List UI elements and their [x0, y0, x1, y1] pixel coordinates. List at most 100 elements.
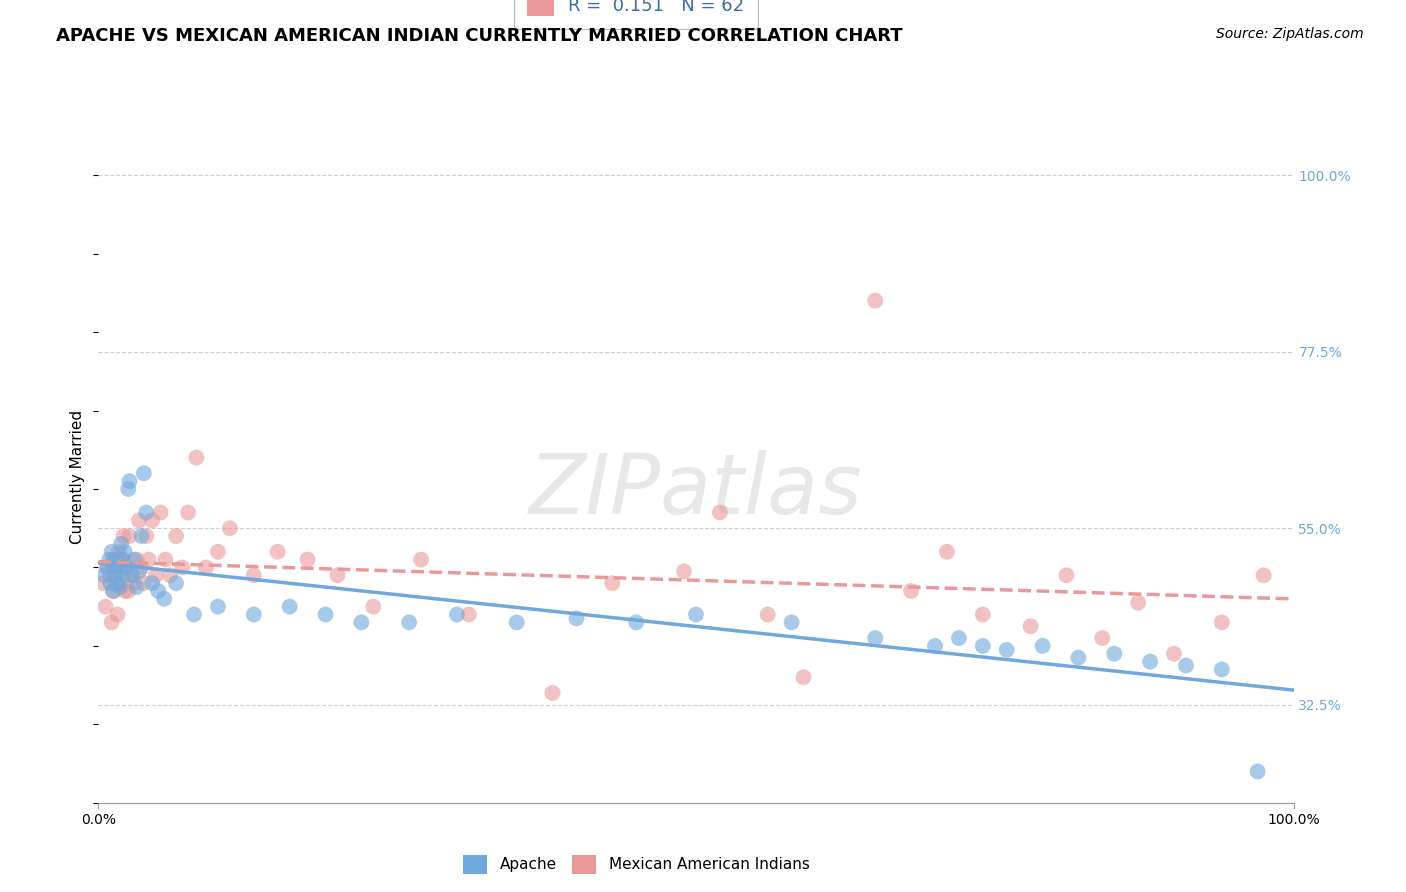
Point: [97, 560, 120, 574]
Point: [107, 576, 129, 591]
Point: [1104, 647, 1126, 661]
Point: [541, 686, 564, 700]
Point: [177, 506, 200, 520]
Point: [673, 565, 696, 579]
Y-axis label: Currently Married: Currently Married: [70, 410, 86, 544]
Point: [219, 521, 242, 535]
Point: [125, 580, 148, 594]
Point: [107, 545, 129, 559]
Point: [446, 607, 468, 622]
Point: [112, 568, 135, 582]
Point: [145, 568, 167, 582]
Point: [297, 552, 319, 566]
Point: [1139, 655, 1161, 669]
Point: [117, 584, 139, 599]
Point: [924, 639, 946, 653]
Point: [131, 560, 153, 574]
Point: [100, 545, 122, 559]
Text: APACHE VS MEXICAN AMERICAN INDIAN CURRENTLY MARRIED CORRELATION CHART: APACHE VS MEXICAN AMERICAN INDIAN CURREN…: [56, 27, 903, 45]
Point: [243, 607, 266, 622]
Point: [104, 568, 127, 582]
Point: [165, 576, 187, 591]
Point: [135, 529, 157, 543]
Point: [865, 293, 887, 308]
Point: [315, 607, 337, 622]
Point: [108, 576, 131, 591]
Point: [135, 506, 157, 520]
Point: [900, 584, 922, 599]
Point: [207, 545, 229, 559]
Point: [153, 591, 176, 606]
Point: [98, 552, 121, 566]
Point: [267, 545, 290, 559]
Point: [565, 611, 588, 625]
Point: [121, 568, 143, 582]
Point: [506, 615, 529, 630]
Point: [131, 529, 153, 543]
Point: [132, 576, 155, 591]
Point: [709, 506, 731, 520]
Point: [141, 513, 163, 527]
Point: [195, 560, 218, 574]
Point: [207, 599, 229, 614]
Point: [243, 568, 266, 582]
Point: [183, 607, 205, 622]
Point: [124, 576, 146, 591]
Point: [165, 529, 187, 543]
Point: [458, 607, 481, 622]
Point: [1019, 619, 1042, 633]
Text: ZIPatlas: ZIPatlas: [529, 450, 863, 531]
Point: [118, 474, 141, 488]
Point: [111, 552, 134, 566]
Point: [91, 576, 114, 591]
Point: [124, 552, 146, 566]
Point: [101, 584, 124, 599]
Point: [1211, 615, 1233, 630]
Point: [626, 615, 648, 630]
Point: [972, 607, 994, 622]
Point: [115, 560, 138, 574]
Point: [107, 607, 129, 622]
Point: [103, 560, 125, 574]
Point: [108, 580, 131, 594]
Point: [148, 584, 170, 599]
Point: [98, 568, 122, 582]
Point: [128, 513, 150, 527]
Point: [972, 639, 994, 653]
Point: [865, 631, 887, 645]
Point: [685, 607, 707, 622]
Point: [1211, 662, 1233, 676]
Point: [995, 642, 1018, 657]
Point: [780, 615, 803, 630]
Point: [100, 615, 122, 630]
Point: [128, 565, 150, 579]
Point: [936, 545, 959, 559]
Point: [1175, 658, 1198, 673]
Point: [1253, 568, 1275, 582]
Point: [141, 576, 163, 591]
Point: [101, 552, 124, 566]
Point: [103, 584, 125, 599]
Point: [159, 568, 181, 582]
Point: [138, 552, 160, 566]
Point: [756, 607, 779, 622]
Point: [793, 670, 815, 684]
Point: [118, 529, 141, 543]
Point: [114, 545, 136, 559]
Point: [350, 615, 373, 630]
Point: [111, 552, 134, 566]
Point: [1163, 647, 1185, 661]
Point: [125, 552, 148, 566]
Point: [104, 560, 127, 574]
Point: [1091, 631, 1114, 645]
Point: [1056, 568, 1078, 582]
Point: [115, 560, 138, 574]
Point: [98, 576, 122, 591]
Point: [93, 568, 115, 582]
Point: [1032, 639, 1054, 653]
Point: [117, 482, 139, 496]
Point: [155, 552, 177, 566]
Point: [110, 537, 132, 551]
Point: [398, 615, 420, 630]
Point: [1247, 764, 1270, 779]
